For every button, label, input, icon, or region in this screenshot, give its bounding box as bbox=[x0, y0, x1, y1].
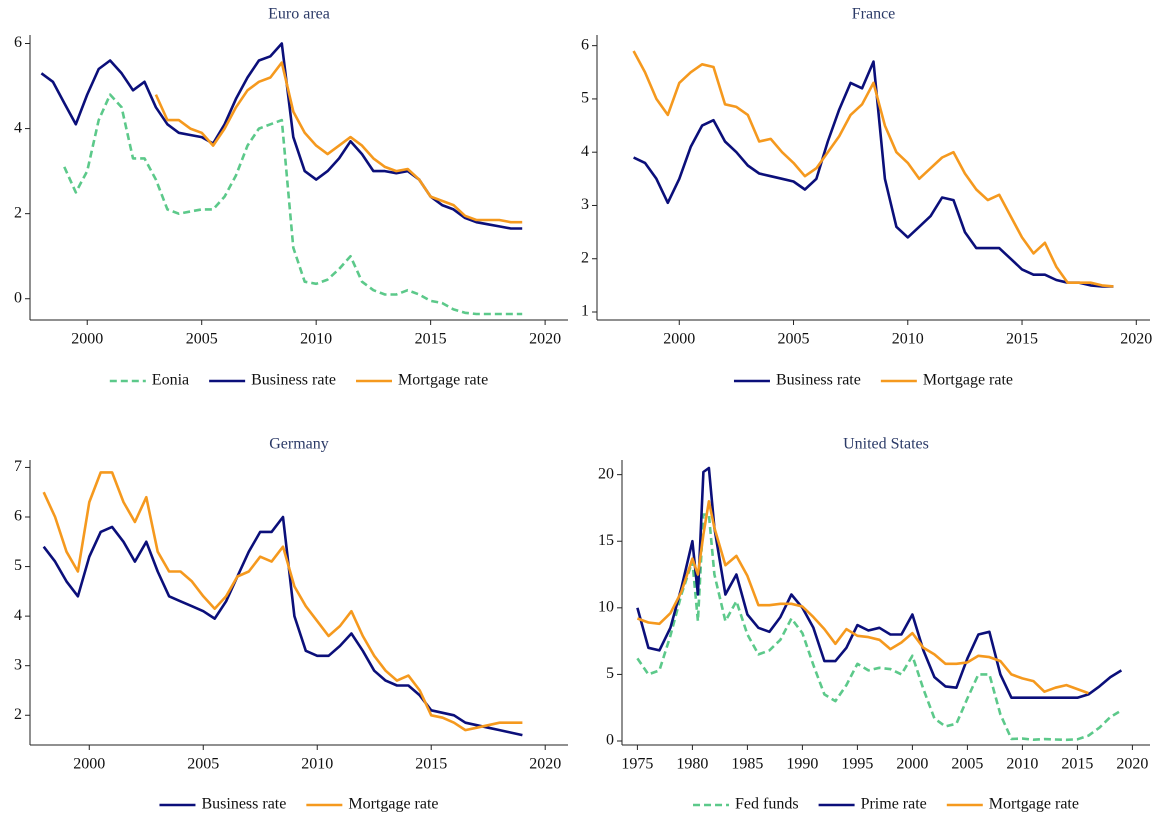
y-tick-label: 0 bbox=[14, 289, 22, 306]
legend-label: Eonia bbox=[152, 372, 189, 389]
x-tick-label: 2010 bbox=[892, 331, 924, 348]
y-tick-label: 3 bbox=[14, 656, 22, 673]
x-tick-label: 2020 bbox=[529, 331, 561, 348]
x-tick-label: 1995 bbox=[841, 756, 873, 773]
x-tick-label: 2015 bbox=[415, 756, 447, 773]
y-tick-label: 7 bbox=[14, 458, 22, 475]
y-tick-label: 2 bbox=[14, 204, 22, 221]
panel-title: United States bbox=[843, 436, 929, 453]
y-tick-label: 4 bbox=[14, 119, 22, 136]
y-tick-label: 0 bbox=[606, 732, 614, 749]
legend-label: Mortgage rate bbox=[348, 796, 438, 813]
x-tick-label: 2005 bbox=[186, 331, 218, 348]
x-tick-label: 2005 bbox=[187, 756, 219, 773]
series-line bbox=[154, 61, 523, 224]
x-tick-label: 1990 bbox=[786, 756, 818, 773]
series-line bbox=[42, 515, 523, 737]
series-line bbox=[42, 471, 523, 732]
series-line bbox=[636, 466, 1123, 699]
legend-label: Business rate bbox=[251, 372, 336, 389]
series-line bbox=[636, 513, 1123, 742]
panel-title: France bbox=[852, 6, 896, 23]
series-line bbox=[63, 93, 523, 316]
y-tick-label: 15 bbox=[598, 532, 614, 549]
panel-title: Germany bbox=[269, 436, 329, 453]
x-tick-label: 2020 bbox=[1116, 756, 1148, 773]
series-line bbox=[40, 42, 523, 230]
y-tick-label: 6 bbox=[14, 34, 22, 51]
y-tick-label: 6 bbox=[581, 36, 589, 53]
legend-label: Mortgage rate bbox=[923, 372, 1013, 389]
y-tick-label: 2 bbox=[581, 249, 589, 266]
x-tick-label: 1975 bbox=[621, 756, 653, 773]
legend-label: Fed funds bbox=[735, 796, 799, 813]
y-tick-label: 4 bbox=[581, 143, 589, 160]
x-tick-label: 2015 bbox=[1061, 756, 1093, 773]
y-tick-label: 5 bbox=[606, 665, 614, 682]
x-tick-label: 2015 bbox=[415, 331, 447, 348]
x-tick-label: 2005 bbox=[778, 331, 810, 348]
x-tick-label: 1980 bbox=[676, 756, 708, 773]
series-line bbox=[633, 60, 1114, 288]
x-tick-label: 2010 bbox=[301, 756, 333, 773]
y-tick-label: 5 bbox=[14, 557, 22, 574]
legend-label: Business rate bbox=[776, 372, 861, 389]
x-tick-label: 2010 bbox=[300, 331, 332, 348]
series-line bbox=[636, 500, 1089, 695]
x-tick-label: 2015 bbox=[1006, 331, 1038, 348]
x-tick-label: 2000 bbox=[663, 331, 695, 348]
series-line bbox=[632, 50, 1114, 288]
panel-title: Euro area bbox=[268, 6, 330, 23]
x-tick-label: 2010 bbox=[1006, 756, 1038, 773]
legend-label: Business rate bbox=[201, 796, 286, 813]
y-tick-label: 2 bbox=[14, 706, 22, 723]
y-tick-label: 20 bbox=[598, 465, 614, 482]
x-tick-label: 2000 bbox=[71, 331, 103, 348]
y-tick-label: 4 bbox=[14, 607, 22, 624]
y-tick-label: 1 bbox=[581, 303, 589, 320]
y-tick-label: 5 bbox=[581, 90, 589, 107]
x-tick-label: 2020 bbox=[1120, 331, 1152, 348]
x-tick-label: 2000 bbox=[896, 756, 928, 773]
x-tick-label: 1985 bbox=[731, 756, 763, 773]
legend-label: Mortgage rate bbox=[398, 372, 488, 389]
x-tick-label: 2020 bbox=[529, 756, 561, 773]
x-tick-label: 2000 bbox=[73, 756, 105, 773]
legend-label: Mortgage rate bbox=[989, 796, 1079, 813]
y-tick-label: 6 bbox=[14, 508, 22, 525]
y-tick-label: 3 bbox=[581, 196, 589, 213]
x-tick-label: 2005 bbox=[951, 756, 983, 773]
legend-label: Prime rate bbox=[861, 796, 927, 813]
y-tick-label: 10 bbox=[598, 598, 614, 615]
